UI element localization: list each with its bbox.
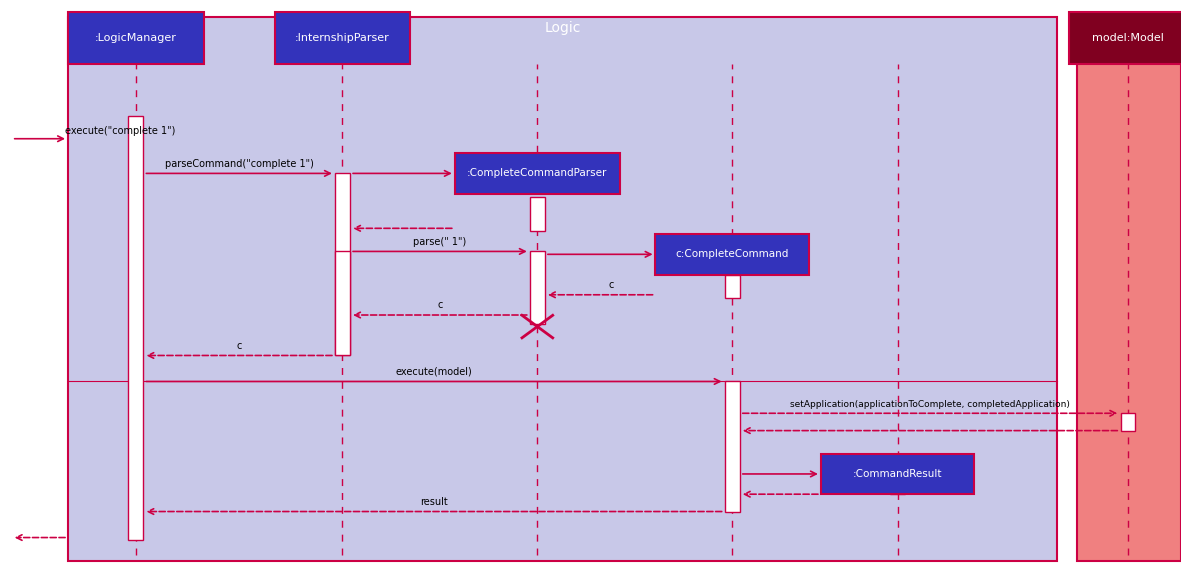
Bar [529,251,546,324]
Bar [274,12,411,64]
Bar [725,275,740,298]
Bar [655,234,809,275]
Bar [1077,17,1181,561]
Text: :CommandResult: :CommandResult [853,469,942,479]
Text: :InternshipParser: :InternshipParser [295,32,390,43]
Text: model:Model: model:Model [1092,32,1163,43]
Text: execute("complete 1"): execute("complete 1") [65,126,175,136]
Bar [68,17,1057,561]
Bar [821,454,974,494]
Bar [128,116,144,540]
Bar [455,153,620,194]
Text: :LogicManager: :LogicManager [94,32,177,43]
Bar [1121,413,1135,431]
Text: c: c [608,280,614,290]
Bar [890,460,906,494]
Text: c: c [437,301,443,310]
Text: execute(model): execute(model) [396,367,472,377]
Bar [725,381,740,512]
Text: c:CompleteCommand: c:CompleteCommand [676,249,789,260]
Bar [529,197,546,231]
Text: parseCommand("complete 1"): parseCommand("complete 1") [164,159,314,169]
Text: Logic: Logic [544,21,581,35]
Text: c: c [236,341,242,351]
Text: :CompleteCommandParser: :CompleteCommandParser [468,168,607,179]
Bar [335,251,350,355]
Bar [335,173,350,355]
Text: result: result [420,497,448,507]
Text: parse(" 1"): parse(" 1") [413,237,466,247]
Bar [1069,12,1181,64]
Text: setApplication(applicationToComplete, completedApplication): setApplication(applicationToComplete, co… [790,399,1070,409]
Text: Model: Model [1105,21,1153,35]
Bar [67,12,204,64]
